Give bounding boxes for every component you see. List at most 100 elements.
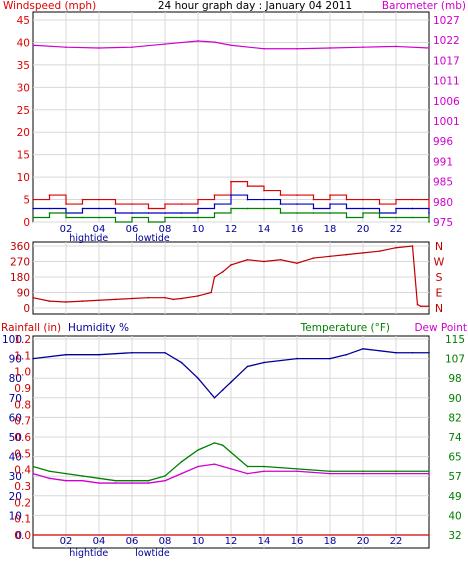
barometer-tick-label: 991 xyxy=(433,156,453,168)
direction-tick-label: 0 xyxy=(23,303,30,315)
temperature-tick-label: 82 xyxy=(448,412,461,424)
rainfall-tick-label: 0.1 xyxy=(14,514,31,526)
temperature-tick-label: 90 xyxy=(448,393,461,405)
rainfall-tick-label: 0.3 xyxy=(14,481,31,493)
humidity-tick-label: 10 xyxy=(9,510,22,522)
hour-tick-label: 02 xyxy=(60,224,73,235)
direction-tick-label: 360 xyxy=(10,241,30,253)
hour-tick-label: 16 xyxy=(291,536,304,547)
temperature-tick-label: 65 xyxy=(448,452,461,464)
humidity-axis-title: Humidity % xyxy=(68,322,129,334)
barometer-series-line xyxy=(32,40,430,50)
windspeed-tick-label: 45 xyxy=(17,15,30,27)
hour-tick-label: 08 xyxy=(159,536,172,547)
barometer-tick-label: 1022 xyxy=(433,35,460,47)
barometer-axis-title: Barometer (mb) xyxy=(382,0,466,12)
hour-tick-label: 10 xyxy=(192,536,205,547)
temperature-axis-title: Temperature (°F) xyxy=(300,322,390,334)
rainfall-tick-label: 1.1 xyxy=(14,350,31,362)
humidity-tick-label: 90 xyxy=(9,354,22,366)
hour-tick-label: 18 xyxy=(324,536,337,547)
humidity-tick-label: 20 xyxy=(9,491,22,503)
rainfall-tick-label: 0.6 xyxy=(14,432,31,444)
hour-tick-label: 04 xyxy=(93,536,106,547)
humidity-tick-label: 50 xyxy=(9,432,22,444)
hour-tick-label: 22 xyxy=(390,536,403,547)
windspeed-tick-label: 25 xyxy=(17,105,30,117)
hour-tick-label: 10 xyxy=(192,224,205,235)
barometer-tick-label: 1001 xyxy=(433,116,460,128)
windspeed-tick-label: 40 xyxy=(17,37,30,49)
temperature-tick-label: 74 xyxy=(448,432,462,444)
rainfall-tick-label: 0.5 xyxy=(14,448,31,460)
lowtide-label: lowtide xyxy=(135,548,170,559)
rainfall-tick-label: 0.7 xyxy=(14,416,31,428)
temperature-tick-label: 107 xyxy=(445,354,465,366)
lowtide-label: lowtide xyxy=(135,233,170,244)
temperature-tick-label: 49 xyxy=(448,491,461,503)
dewpoint-axis-title: Dew Point xyxy=(414,322,467,334)
rainfall-tick-label: 0.2 xyxy=(14,497,31,509)
barometer-tick-label: 980 xyxy=(433,197,453,209)
humidity-tick-label: 30 xyxy=(9,471,22,483)
humidity-tick-label: 70 xyxy=(9,393,22,405)
compass-label: N xyxy=(435,240,443,253)
compass-label: W xyxy=(434,256,445,269)
hour-tick-label: 12 xyxy=(225,536,238,547)
compass-label: N xyxy=(435,302,443,315)
hour-tick-label: 12 xyxy=(225,224,238,235)
humidity-tick-label: 0 xyxy=(15,530,22,542)
hightide-label: hightide xyxy=(69,548,108,559)
temperature-tick-label: 115 xyxy=(445,334,465,346)
barometer-tick-label: 1006 xyxy=(433,96,460,108)
barometer-tick-label: 1027 xyxy=(433,15,460,27)
direction-tick-label: 90 xyxy=(17,288,30,300)
hour-tick-label: 04 xyxy=(93,224,106,235)
hour-tick-label: 18 xyxy=(324,224,337,235)
direction-tick-label: 180 xyxy=(10,272,30,284)
humidity-tick-label: 60 xyxy=(9,412,22,424)
wind_average-series-line xyxy=(33,194,430,214)
temperature-tick-label: 32 xyxy=(448,530,461,542)
direction-series-line xyxy=(32,245,429,307)
temperature-series-line xyxy=(32,442,429,482)
windspeed-axis-title: Windspeed (mph) xyxy=(3,0,96,12)
humidity-tick-label: 100 xyxy=(2,334,22,346)
hour-tick-label: 22 xyxy=(390,224,403,235)
temperature-tick-label: 98 xyxy=(448,373,461,385)
hour-tick-label: 14 xyxy=(258,536,271,547)
direction-tick-label: 270 xyxy=(10,257,30,269)
humidity-tick-label: 40 xyxy=(9,452,22,464)
barometer-tick-label: 1017 xyxy=(433,55,460,67)
wind_gust_low-series-line xyxy=(33,207,430,223)
windspeed-tick-label: 0 xyxy=(23,217,30,229)
temperature-tick-label: 40 xyxy=(448,510,461,522)
windspeed-series-line xyxy=(33,181,430,210)
dewpoint-series-line xyxy=(32,463,429,484)
hour-tick-label: 02 xyxy=(60,536,73,547)
humidity-tick-label: 80 xyxy=(9,373,22,385)
hour-tick-label: 14 xyxy=(258,224,271,235)
hightide-label: hightide xyxy=(69,233,108,244)
barometer-tick-label: 996 xyxy=(433,136,453,148)
windspeed-tick-label: 15 xyxy=(17,150,30,162)
hour-tick-label: 16 xyxy=(291,224,304,235)
hour-tick-label: 20 xyxy=(357,536,370,547)
rainfall-tick-label: 0.9 xyxy=(14,383,31,395)
barometer-tick-label: 975 xyxy=(433,217,453,229)
humidity-series-line xyxy=(32,348,429,399)
rainfall-tick-label: 0.4 xyxy=(14,465,31,477)
compass-label: E xyxy=(436,287,443,300)
hour-tick-label: 20 xyxy=(357,224,370,235)
rainfall-axis-title: Rainfall (in) xyxy=(1,322,61,334)
rainfall-tick-label: 0.0 xyxy=(14,530,31,542)
rainfall-tick-label: 0.8 xyxy=(14,399,31,411)
windspeed-tick-label: 10 xyxy=(17,172,30,184)
barometer-tick-label: 1011 xyxy=(433,76,460,88)
windspeed-tick-label: 5 xyxy=(23,195,30,207)
barometer-tick-label: 985 xyxy=(433,177,453,189)
windspeed-tick-label: 35 xyxy=(17,60,30,72)
windspeed-tick-label: 30 xyxy=(17,82,30,94)
